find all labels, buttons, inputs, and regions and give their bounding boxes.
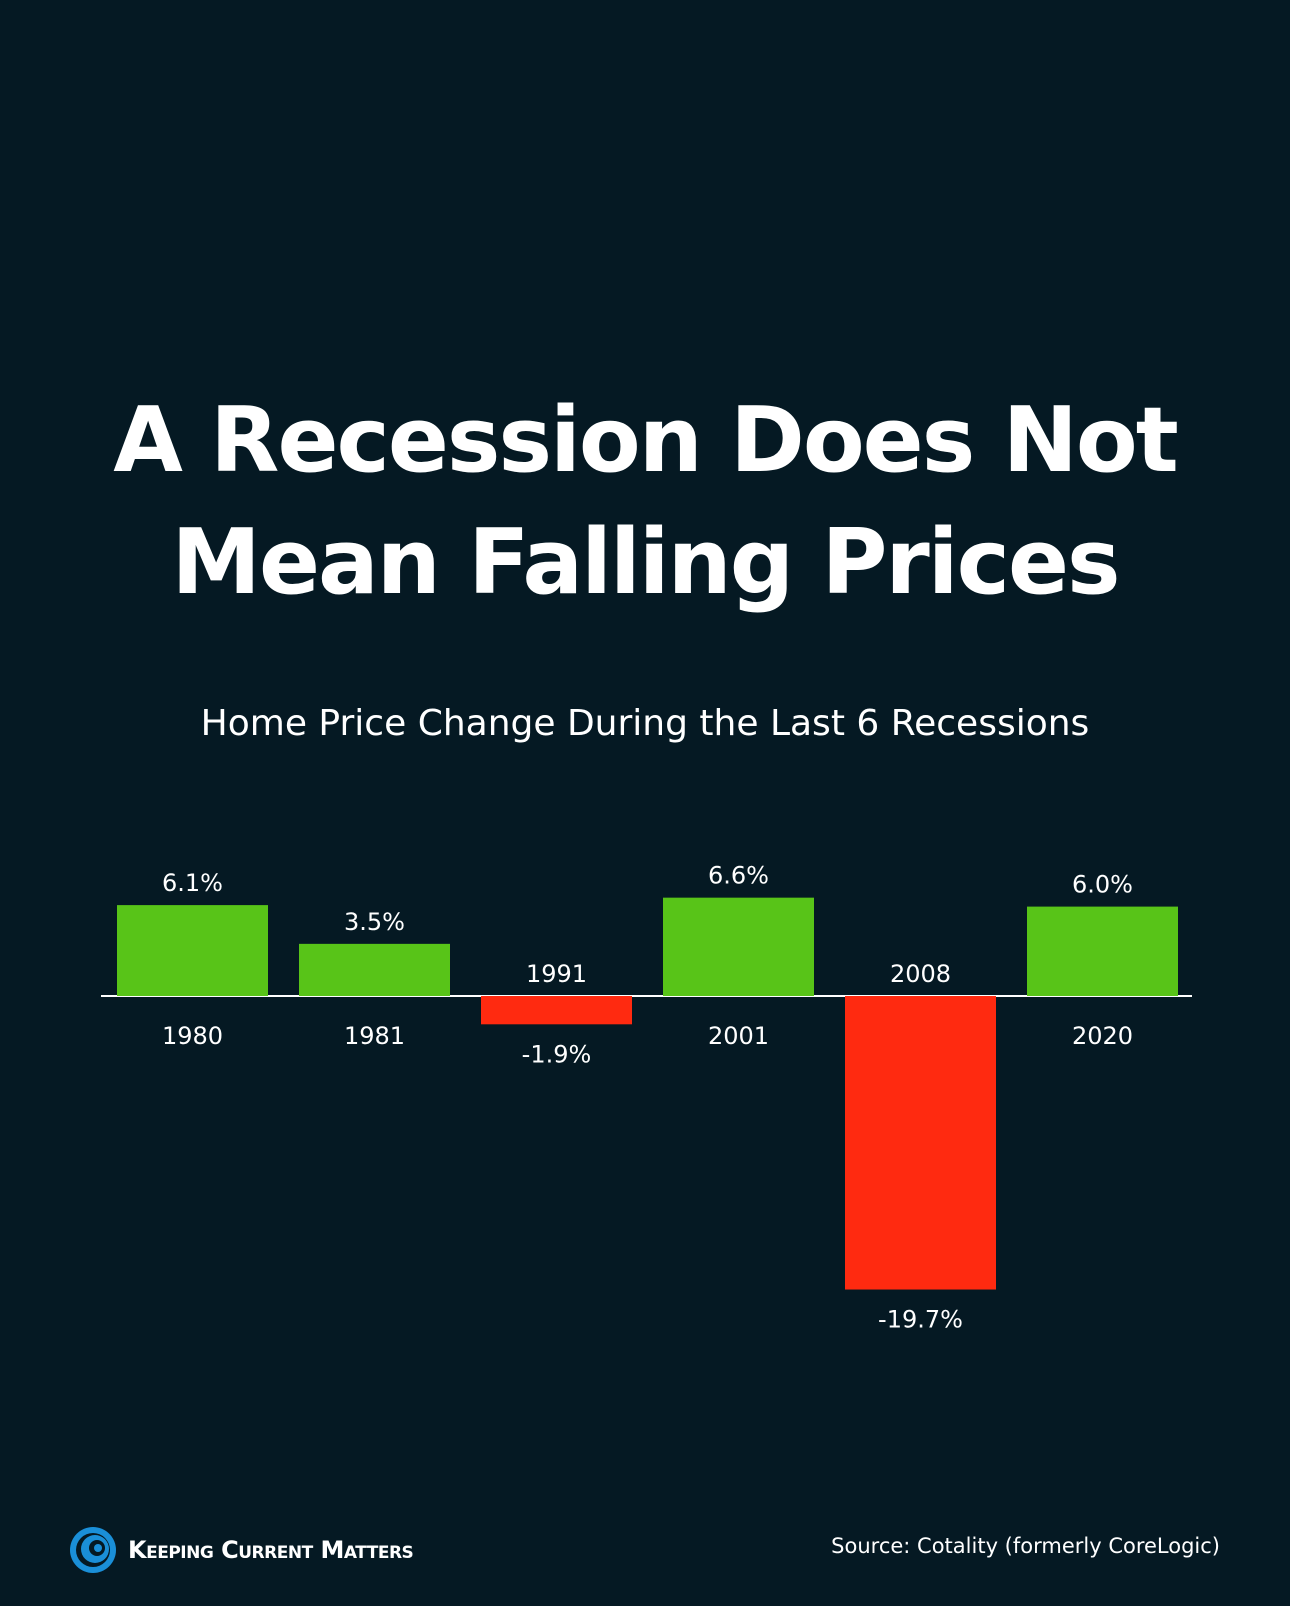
category-label-2008: 2008 — [890, 960, 951, 988]
title-line-1: A Recession Does Not — [113, 388, 1179, 493]
category-label-1980: 1980 — [162, 1022, 223, 1050]
value-label-2020: 6.0% — [1072, 871, 1133, 899]
bar-1980 — [117, 905, 268, 996]
category-label-1991: 1991 — [526, 960, 587, 988]
bar-1991 — [481, 996, 632, 1025]
bar-2001 — [663, 897, 814, 996]
value-label-1981: 3.5% — [344, 908, 405, 936]
page-title: A Recession Does Not Mean Falling Prices — [0, 380, 1290, 624]
bar-2020 — [1027, 906, 1178, 996]
source-note: Source: Cotality (formerly CoreLogic) — [831, 1534, 1220, 1558]
bar-1981 — [299, 943, 450, 996]
bar-2008 — [845, 996, 996, 1290]
category-label-2020: 2020 — [1072, 1022, 1133, 1050]
swirl-logo-icon — [70, 1527, 116, 1573]
value-label-1991: -1.9% — [522, 1040, 592, 1068]
title-line-2: Mean Falling Prices — [171, 510, 1120, 615]
category-label-1981: 1981 — [344, 1022, 405, 1050]
value-label-2008: -19.7% — [878, 1306, 963, 1334]
brand-logo: Keeping Current Matters — [68, 1525, 414, 1575]
bar-chart: 6.1% 1980 3.5% 1981 -1.9% 1991 6.6% 2001 -19.7% 2… — [101, 862, 1192, 1334]
value-label-1980: 6.1% — [162, 869, 223, 897]
brand-name: Keeping Current Matters — [128, 1536, 414, 1564]
value-label-2001: 6.6% — [708, 862, 769, 890]
category-label-2001: 2001 — [708, 1022, 769, 1050]
chart-title: Home Price Change During the Last 6 Rece… — [200, 703, 1090, 744]
